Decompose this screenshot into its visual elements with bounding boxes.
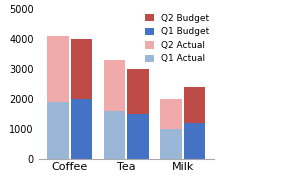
Bar: [160, 129, 182, 159]
Bar: [47, 36, 69, 102]
Bar: [104, 111, 125, 159]
Bar: [71, 99, 92, 159]
Legend: Q2 Budget, Q1 Budget, Q2 Actual, Q1 Actual: Q2 Budget, Q1 Budget, Q2 Actual, Q1 Actu…: [145, 14, 209, 63]
Bar: [184, 87, 205, 123]
Bar: [127, 114, 149, 159]
Bar: [104, 60, 125, 111]
Bar: [71, 39, 92, 99]
Bar: [47, 102, 69, 159]
Bar: [184, 123, 205, 159]
Bar: [160, 99, 182, 129]
Bar: [127, 69, 149, 114]
